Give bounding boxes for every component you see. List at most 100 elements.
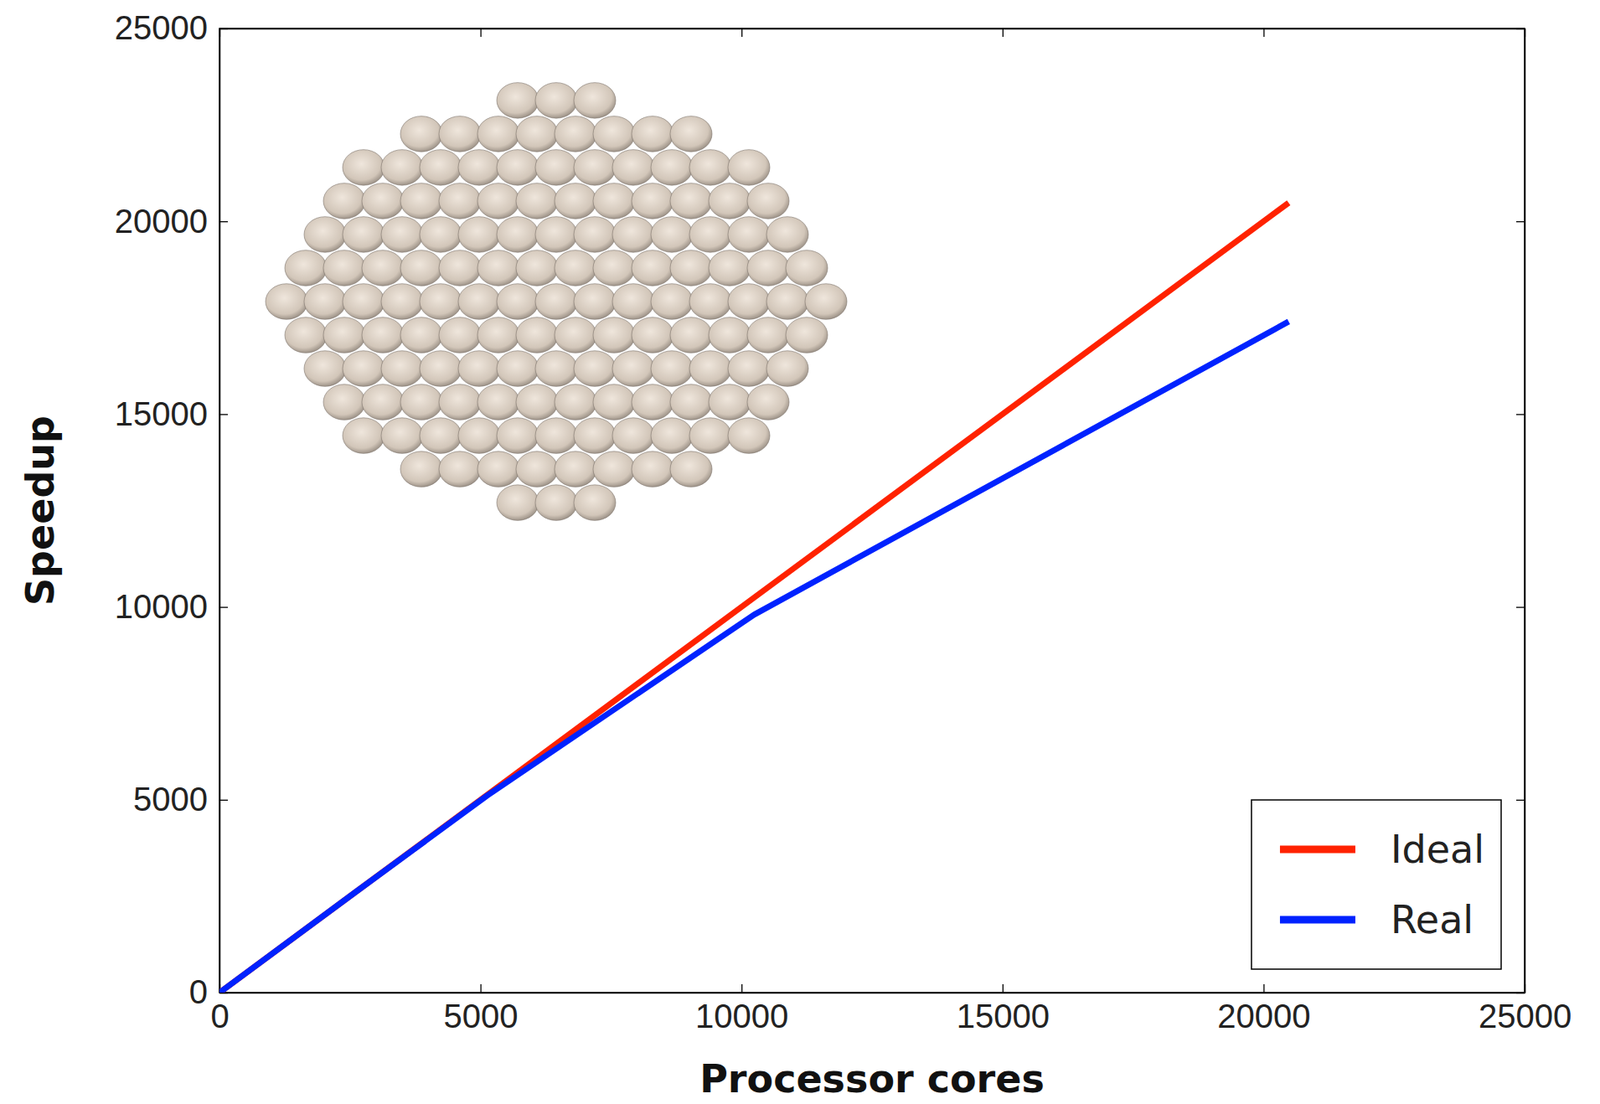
sphere [631, 451, 674, 488]
tick: 20000 [114, 202, 228, 240]
tick-mark [1263, 984, 1265, 993]
sphere [670, 250, 713, 287]
tick: 5000 [133, 780, 228, 818]
tick [219, 28, 221, 37]
sphere [516, 451, 558, 488]
sphere [593, 317, 635, 354]
sphere [458, 283, 501, 320]
legend-item: Real [1280, 897, 1474, 943]
tick-label: 20000 [1217, 997, 1311, 1035]
sphere [612, 149, 655, 186]
tick-mark [219, 606, 228, 608]
sphere [554, 250, 597, 287]
sphere [323, 384, 366, 421]
sphere [593, 183, 635, 220]
tick-mark [1516, 221, 1525, 222]
sphere [554, 451, 597, 488]
tick [1263, 28, 1265, 37]
sphere [727, 350, 770, 388]
sphere [727, 283, 770, 320]
tick-label: 0 [210, 997, 229, 1035]
sphere [419, 418, 462, 454]
sphere [593, 250, 635, 287]
sphere [419, 283, 462, 320]
tick-mark [1516, 606, 1525, 608]
sphere [554, 116, 597, 153]
sphere [516, 116, 558, 153]
sphere [381, 149, 424, 186]
sphere [670, 183, 713, 220]
sphere [554, 317, 597, 354]
sphere [689, 283, 732, 320]
sphere [650, 418, 693, 454]
tick-mark [219, 221, 228, 222]
sphere [631, 116, 674, 153]
sphere [496, 216, 539, 253]
tick [1002, 28, 1004, 37]
sphere [516, 384, 558, 421]
tick-mark [219, 413, 228, 415]
sphere [573, 485, 616, 522]
sphere [419, 149, 462, 186]
sphere [573, 216, 616, 253]
tick-mark [741, 28, 743, 37]
sphere [535, 283, 578, 320]
sphere [689, 418, 732, 454]
tick-label: 15000 [956, 997, 1050, 1035]
sphere [535, 485, 578, 522]
sphere [496, 149, 539, 186]
sphere [554, 384, 597, 421]
sphere [631, 384, 674, 421]
sphere [650, 350, 693, 388]
sphere [361, 250, 404, 287]
sphere [323, 250, 366, 287]
y-axis-right [1516, 29, 1526, 994]
sphere [381, 418, 424, 454]
sphere [612, 216, 655, 253]
sphere [496, 485, 539, 522]
sphere [573, 418, 616, 454]
sphere [496, 350, 539, 388]
legend-label: Real [1390, 897, 1474, 943]
sphere [670, 384, 713, 421]
sphere [670, 317, 713, 354]
sphere [477, 183, 520, 220]
sphere [516, 250, 558, 287]
sphere [766, 216, 809, 253]
sphere [631, 183, 674, 220]
sphere [708, 183, 751, 220]
tick [1516, 607, 1525, 609]
tick-label: 20000 [114, 202, 208, 240]
sphere [631, 317, 674, 354]
sphere [689, 149, 732, 186]
sphere [516, 317, 558, 354]
tick-mark [741, 984, 743, 993]
nanoparticle-inset [265, 82, 847, 522]
sphere [785, 317, 828, 354]
tick: 10000 [695, 984, 789, 1035]
sphere [650, 216, 693, 253]
sphere [438, 183, 481, 220]
tick-mark [480, 28, 481, 37]
sphere [496, 418, 539, 454]
tick-mark [1516, 413, 1525, 415]
tick [741, 28, 743, 37]
sphere [689, 350, 732, 388]
tick-mark [1002, 28, 1004, 37]
sphere [477, 250, 520, 287]
tick-label: 10000 [695, 997, 789, 1035]
tick: 25000 [114, 9, 228, 47]
sphere [631, 250, 674, 287]
sphere [766, 350, 809, 388]
sphere [535, 149, 578, 186]
sphere [593, 116, 635, 153]
sphere [381, 283, 424, 320]
sphere [747, 183, 790, 220]
tick-mark [1516, 992, 1525, 994]
tick: 15000 [114, 395, 228, 433]
y-axis: 0500010000150002000025000 [114, 9, 228, 1011]
series-line [219, 321, 1289, 993]
x-axis: 0500010000150002000025000 [210, 984, 1572, 1035]
sphere [727, 418, 770, 454]
tick-label: 25000 [114, 9, 208, 47]
